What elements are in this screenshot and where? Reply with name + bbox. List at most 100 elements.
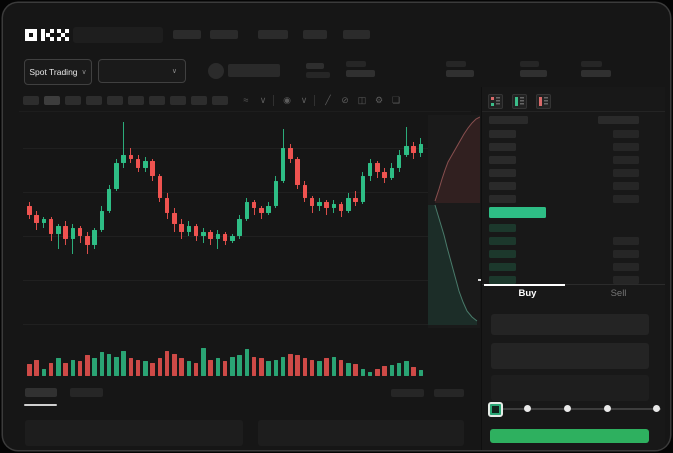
- screenshot-icon[interactable]: ◫: [357, 95, 367, 105]
- candle-body: [85, 236, 90, 245]
- order-amount-input[interactable]: [491, 343, 649, 369]
- pair-selector[interactable]: ∨: [98, 59, 186, 83]
- bottom-tab[interactable]: [70, 388, 103, 397]
- volume-bar: [41, 368, 46, 376]
- bid-price-placeholder: [489, 224, 516, 232]
- nav-item-placeholder[interactable]: [303, 30, 327, 39]
- tab-buy[interactable]: Buy: [518, 288, 537, 299]
- ask-price-placeholder: [489, 143, 516, 151]
- candlestick-chart[interactable]: [23, 116, 425, 333]
- candle-body: [222, 234, 228, 241]
- candle-body: [288, 148, 293, 159]
- order-price-input[interactable]: [491, 314, 649, 335]
- tab-sell[interactable]: Sell: [610, 288, 627, 299]
- timeframe-button[interactable]: [170, 96, 186, 105]
- timeframe-button[interactable]: [107, 96, 123, 105]
- candle-body: [164, 197, 170, 213]
- timeframe-button[interactable]: [44, 96, 60, 105]
- candle-body: [77, 227, 83, 237]
- slider-stop[interactable]: [603, 405, 611, 412]
- bottom-action-placeholder[interactable]: [391, 389, 424, 397]
- submit-buy-button[interactable]: [490, 429, 649, 443]
- divider: [314, 95, 315, 106]
- volume-bar: [157, 358, 162, 376]
- nav-item-placeholder[interactable]: [258, 30, 288, 39]
- nav-item-placeholder[interactable]: [343, 30, 370, 39]
- candle-body: [121, 154, 126, 164]
- volume-bar: [121, 350, 126, 376]
- candle-body: [157, 176, 162, 198]
- timeframe-button[interactable]: [149, 96, 165, 105]
- stat-label-placeholder: [520, 61, 539, 67]
- nav-item-placeholder[interactable]: [210, 30, 238, 39]
- trade-tabs: Buy Sell: [482, 284, 665, 304]
- volume-bar: [128, 358, 133, 376]
- timeframe-button[interactable]: [212, 96, 228, 105]
- divider: [19, 111, 471, 112]
- ask-price-placeholder: [489, 130, 516, 138]
- nav-item-placeholder[interactable]: [173, 30, 201, 39]
- slider-handle[interactable]: [488, 402, 503, 417]
- slider-track[interactable]: [493, 408, 661, 410]
- volume-bar: [186, 361, 191, 376]
- volume-bar: [353, 364, 358, 376]
- volume-bar: [172, 353, 177, 376]
- history-table-placeholder: [258, 420, 464, 446]
- fullscreen-icon[interactable]: ❏: [391, 95, 401, 105]
- search-bar[interactable]: [73, 27, 163, 43]
- candle-body: [259, 208, 264, 213]
- order-book-panel: Buy Sell: [481, 87, 665, 450]
- chart-style-icon[interactable]: ◉: [283, 95, 291, 105]
- timeframe-button[interactable]: [65, 96, 81, 105]
- slider-stop[interactable]: [652, 405, 660, 412]
- order-total-input[interactable]: [491, 375, 649, 401]
- volume-bar: [266, 361, 271, 376]
- candle-body: [114, 163, 119, 190]
- volume-bar: [382, 366, 387, 376]
- coin-avatar: [208, 63, 224, 79]
- volume-bar: [27, 364, 32, 376]
- asks-only-icon[interactable]: [536, 94, 551, 109]
- volume-bar: [114, 356, 119, 376]
- candle-body: [418, 143, 423, 153]
- chevron-down-icon: ∨: [171, 67, 177, 75]
- ask-amount-placeholder: [613, 143, 639, 151]
- timeframe-button[interactable]: [128, 96, 144, 105]
- volume-bar: [150, 362, 155, 376]
- volume-bar: [418, 370, 423, 376]
- line-tool-icon[interactable]: ╱: [325, 95, 331, 105]
- indicator-chevron-icon[interactable]: ∨: [259, 95, 267, 105]
- chart-style-chevron-icon[interactable]: ∨: [300, 95, 308, 105]
- indicator-icon[interactable]: ≈: [243, 95, 249, 105]
- active-tab-indicator: [484, 284, 565, 286]
- timeframe-button[interactable]: [86, 96, 102, 105]
- combined-book-icon[interactable]: [488, 94, 503, 109]
- settings-icon[interactable]: ⚙: [374, 95, 384, 105]
- eraser-icon[interactable]: ⊘: [341, 95, 349, 105]
- candle-body: [237, 219, 242, 237]
- market-type-selector[interactable]: Spot Trading ∨: [24, 59, 92, 85]
- price-sub-placeholder: [306, 72, 330, 78]
- candle-wick: [405, 126, 407, 157]
- slider-stop[interactable]: [523, 405, 531, 412]
- bid-price-placeholder: [489, 250, 516, 258]
- candle-body: [193, 225, 199, 237]
- timeframe-button[interactable]: [23, 96, 39, 105]
- candle-body: [128, 154, 133, 159]
- bottom-tab-active[interactable]: [25, 388, 57, 397]
- slider-stop[interactable]: [563, 405, 571, 412]
- bottom-action-placeholder[interactable]: [434, 389, 464, 397]
- amount-slider[interactable]: [488, 401, 665, 417]
- gridline: [23, 192, 428, 193]
- volume-bar: [222, 361, 228, 376]
- order-book[interactable]: [482, 113, 665, 288]
- volume-bar: [244, 349, 249, 376]
- stat-value-placeholder: [446, 70, 474, 77]
- volume-bar: [85, 355, 90, 376]
- column-header-placeholder: [598, 116, 639, 124]
- timeframe-button[interactable]: [191, 96, 207, 105]
- gridline: [23, 148, 428, 149]
- bids-only-icon[interactable]: [512, 94, 527, 109]
- candle-body: [172, 212, 177, 224]
